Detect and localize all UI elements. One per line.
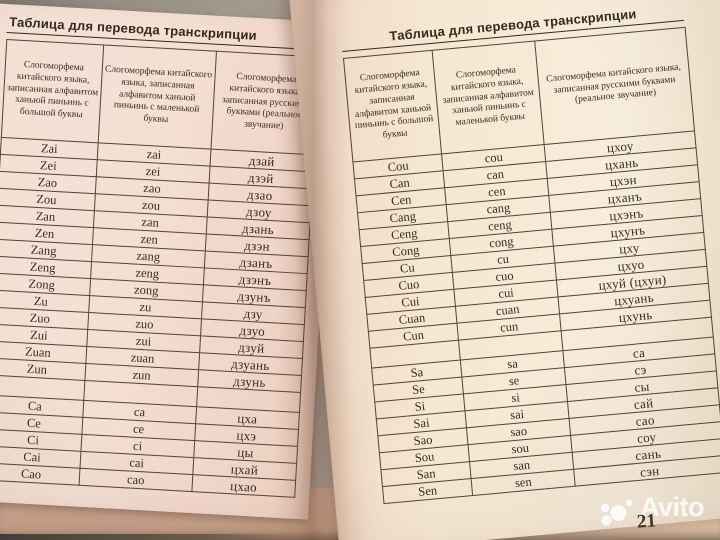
column-header-pinyin-capital: Слогоморфема китайского языка, записанна… <box>343 50 442 162</box>
avito-logo-icon <box>600 499 633 526</box>
column-header-pinyin-lowercase: Слогоморфема китайского языка, записанна… <box>432 40 545 154</box>
column-header-russian: Слогоморфема китайского языка, записанна… <box>534 27 695 145</box>
book-edge-shadow <box>0 534 290 540</box>
table-header-row: Слогоморфема китайского языка, записанна… <box>1 39 320 155</box>
book-page-left: Таблица для перевода транскрипции Слогом… <box>0 2 336 520</box>
page-number: 21 <box>636 510 657 533</box>
transcription-table-left: Слогоморфема китайского языка, записанна… <box>0 38 320 498</box>
avito-watermark: Avito <box>598 492 705 528</box>
column-header-pinyin-lowercase: Слогоморфема китайского языка, записанна… <box>98 44 217 150</box>
avito-brand-text: Avito <box>640 492 705 522</box>
transcription-table-right: Слогоморфема китайского языка, записанна… <box>342 26 720 505</box>
book-page-right: Таблица для перевода транскрипции Слогом… <box>289 0 720 540</box>
column-header-pinyin-capital: Слогоморфема китайского языка, записанна… <box>1 39 104 143</box>
